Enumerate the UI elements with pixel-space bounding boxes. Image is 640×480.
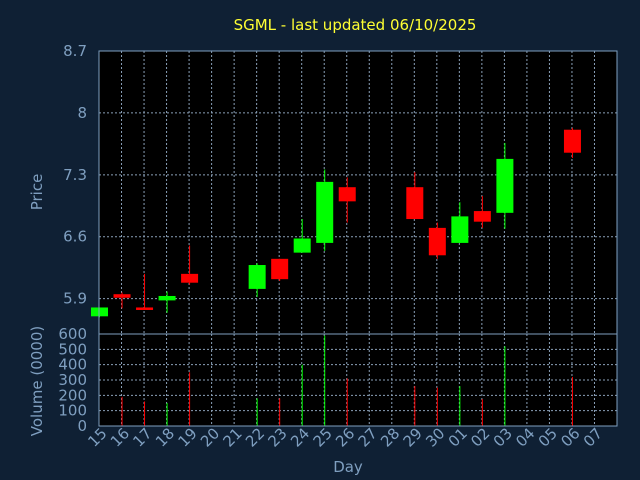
volume-plot-area [99, 334, 617, 426]
x-axis-title: Day [333, 458, 363, 476]
candle-body [293, 238, 311, 253]
candle-body [316, 181, 334, 243]
candle-body [158, 295, 176, 301]
candle-body [451, 216, 469, 243]
price-tick-label: 7.3 [63, 166, 87, 184]
price-tick-label: 8 [77, 104, 87, 122]
x-axis-ticks: 1516171819202122232425262728293001020304… [84, 424, 606, 450]
price-tick-label: 5.9 [63, 290, 87, 308]
candle-body [428, 227, 446, 256]
price-axis-title: Price [28, 174, 46, 211]
candle-body [496, 158, 514, 213]
volume-tick-label: 200 [58, 386, 87, 404]
candle-body [248, 265, 266, 289]
volume-tick-label: 300 [58, 371, 87, 389]
candle-body [271, 258, 289, 280]
volume-tick-label: 600 [58, 325, 87, 343]
chart-title: SGML - last updated 06/10/2025 [234, 16, 477, 34]
price-tick-label: 6.6 [63, 228, 87, 246]
candle-body [113, 294, 131, 298]
price-panel: 5.9 6.6 7.3 8 8.7 [63, 42, 618, 335]
volume-tick-label: 0 [77, 417, 87, 435]
candle-body [473, 211, 491, 222]
x-tick-label: 07 [580, 424, 606, 450]
volume-tick-label: 400 [58, 356, 87, 374]
volume-tick-label: 500 [58, 340, 87, 358]
volume-tick-label: 100 [58, 402, 87, 420]
candle-body [136, 307, 154, 310]
candle-body [563, 129, 581, 153]
candle-body [181, 273, 199, 283]
candle-body [406, 187, 424, 220]
volume-frame [98, 333, 618, 427]
price-plot-area [99, 51, 617, 334]
price-tick-label: 8.7 [63, 42, 87, 60]
candle-body [338, 187, 356, 202]
volume-axis-title: Volume (0000) [28, 326, 46, 436]
